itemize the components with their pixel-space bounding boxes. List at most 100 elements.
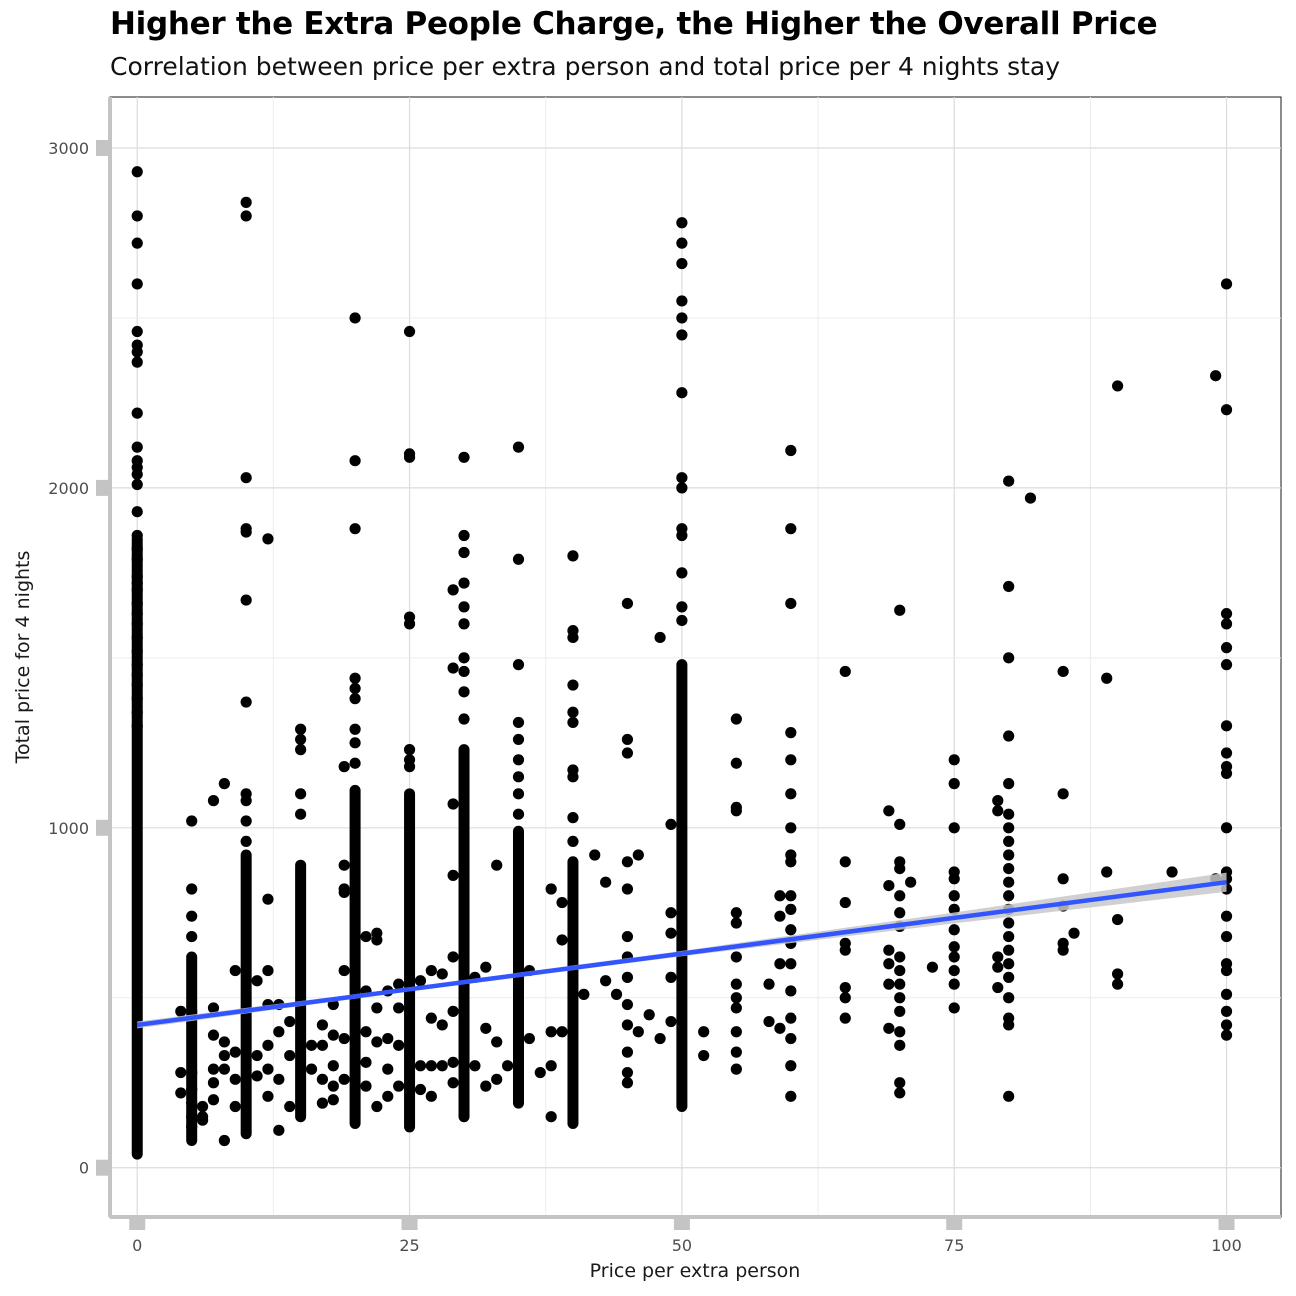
data-point [774, 910, 786, 922]
data-point [1101, 866, 1113, 878]
data-point [131, 631, 143, 644]
data-point [567, 812, 579, 824]
data-point [894, 1087, 906, 1099]
data-point [785, 924, 797, 936]
data-point [992, 961, 1004, 973]
data-point [131, 608, 143, 620]
data-point [730, 1046, 742, 1058]
data-point [382, 1063, 394, 1075]
data-point [1112, 968, 1124, 980]
data-point [894, 978, 906, 990]
data-point [240, 835, 252, 848]
data-point [131, 679, 143, 691]
data-point [654, 631, 666, 644]
data-point [1003, 992, 1015, 1004]
data-point [894, 1077, 906, 1089]
data-point [425, 1090, 437, 1102]
chart-subtitle: Correlation between price per extra pers… [110, 52, 1061, 81]
data-point [131, 278, 143, 290]
data-point [207, 1077, 220, 1089]
data-point [512, 754, 525, 766]
data-point [131, 720, 143, 732]
data-point [883, 879, 895, 892]
data-point [512, 716, 525, 729]
data-point [992, 981, 1004, 994]
data-point [676, 601, 688, 613]
data-point [1220, 964, 1233, 977]
data-point [730, 907, 742, 919]
data-point [512, 659, 525, 671]
data-point [774, 1022, 786, 1034]
data-point [523, 1032, 535, 1045]
data-point [240, 196, 252, 208]
data-point [262, 1090, 274, 1102]
data-point [186, 1111, 198, 1123]
data-point [894, 862, 906, 875]
data-point [131, 597, 143, 610]
data-point [131, 237, 143, 249]
data-point [545, 1111, 557, 1123]
data-point [785, 1032, 797, 1045]
data-point [839, 896, 851, 909]
data-point [730, 917, 742, 929]
data-point [948, 941, 960, 953]
data-point [567, 771, 579, 783]
data-point [698, 1049, 710, 1062]
data-point [1003, 1090, 1015, 1102]
data-point [131, 618, 143, 630]
data-point [665, 971, 677, 983]
data-point [316, 1039, 329, 1051]
data-point [1003, 958, 1015, 970]
data-point [698, 1026, 710, 1038]
data-point [894, 604, 906, 616]
data-point [556, 1026, 568, 1038]
data-point [186, 1005, 198, 1017]
data-point [207, 1094, 220, 1106]
data-point [948, 951, 960, 963]
data-point [1003, 890, 1015, 902]
data-point [785, 597, 797, 610]
data-point [1003, 876, 1015, 888]
data-point [186, 930, 198, 943]
data-point [1220, 767, 1233, 780]
data-point [131, 166, 143, 178]
data-point [926, 961, 939, 973]
data-point [992, 795, 1004, 807]
data-point [1003, 849, 1015, 861]
data-point [480, 1022, 492, 1034]
data-point [567, 679, 579, 691]
data-point [349, 523, 361, 535]
data-point [676, 529, 688, 542]
data-point [730, 757, 742, 769]
data-point [774, 958, 786, 970]
data-point [251, 1070, 263, 1082]
data-point [240, 696, 252, 708]
data-point [240, 594, 252, 606]
data-point [1003, 944, 1015, 956]
data-point [839, 856, 851, 868]
data-point [371, 1100, 383, 1113]
data-point [730, 805, 742, 817]
data-point [207, 795, 220, 807]
data-point [948, 890, 960, 902]
data-point [785, 754, 797, 766]
data-point [1003, 971, 1015, 983]
data-point [218, 1063, 230, 1075]
data-point [447, 1077, 459, 1089]
data-point [676, 482, 688, 494]
data-point [349, 672, 361, 684]
data-point [403, 761, 416, 773]
data-point [948, 978, 960, 990]
data-point [131, 584, 143, 596]
data-point [186, 1083, 198, 1096]
data-point [665, 1015, 677, 1028]
data-point [654, 1032, 666, 1045]
data-point [262, 893, 274, 905]
data-point [447, 584, 459, 596]
data-point [1220, 1019, 1233, 1031]
data-point [338, 1032, 350, 1045]
data-point [186, 1097, 198, 1109]
data-point [676, 217, 688, 229]
data-point [414, 1083, 427, 1096]
